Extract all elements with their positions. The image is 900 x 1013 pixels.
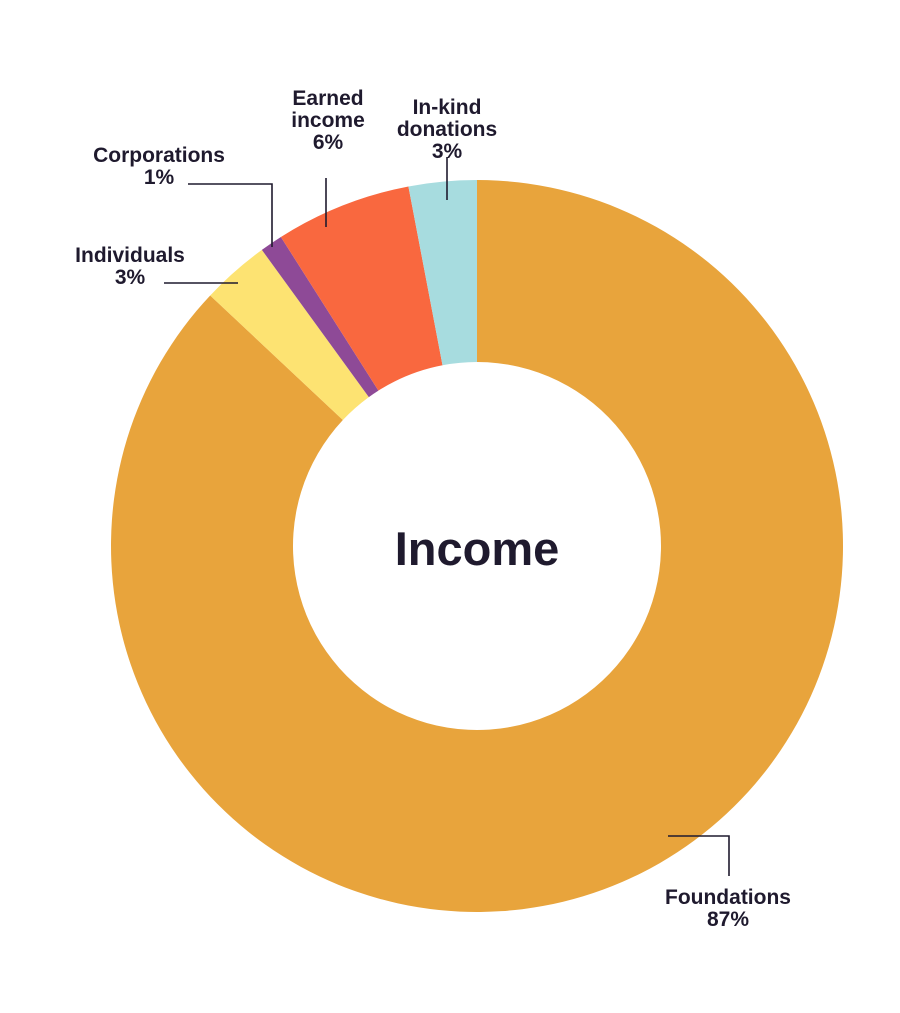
slice-in-kind-donations — [408, 180, 477, 366]
leader-lines-layer — [164, 157, 730, 876]
slice-foundations — [111, 180, 844, 912]
slices-layer — [111, 180, 844, 912]
labels-layer: Foundations87%Individuals3%Corporations1… — [75, 87, 791, 931]
percent-label-corporations: 1% — [144, 166, 175, 189]
leader-line-foundations — [668, 835, 730, 876]
slice-corporations — [261, 236, 379, 398]
slice-label-in-kind-donations: In-kind — [413, 96, 482, 119]
percent-label-individuals: 3% — [115, 266, 146, 289]
slice-label-corporations: Corporations — [93, 144, 225, 167]
slice-label-individuals: Individuals — [75, 244, 185, 267]
slice-label-in-kind-donations: donations — [397, 118, 497, 141]
slice-label-earned-income: Earned — [292, 87, 363, 110]
slice-earned-income — [280, 186, 443, 391]
percent-label-in-kind-donations: 3% — [432, 140, 463, 163]
percent-label-earned-income: 6% — [313, 131, 344, 154]
slice-label-earned-income: income — [291, 109, 365, 132]
leader-line-corporations — [188, 183, 273, 247]
chart-title: Income — [395, 522, 560, 575]
slice-individuals — [210, 249, 369, 421]
slice-label-foundations: Foundations — [665, 886, 791, 909]
percent-label-foundations: 87% — [707, 908, 749, 931]
